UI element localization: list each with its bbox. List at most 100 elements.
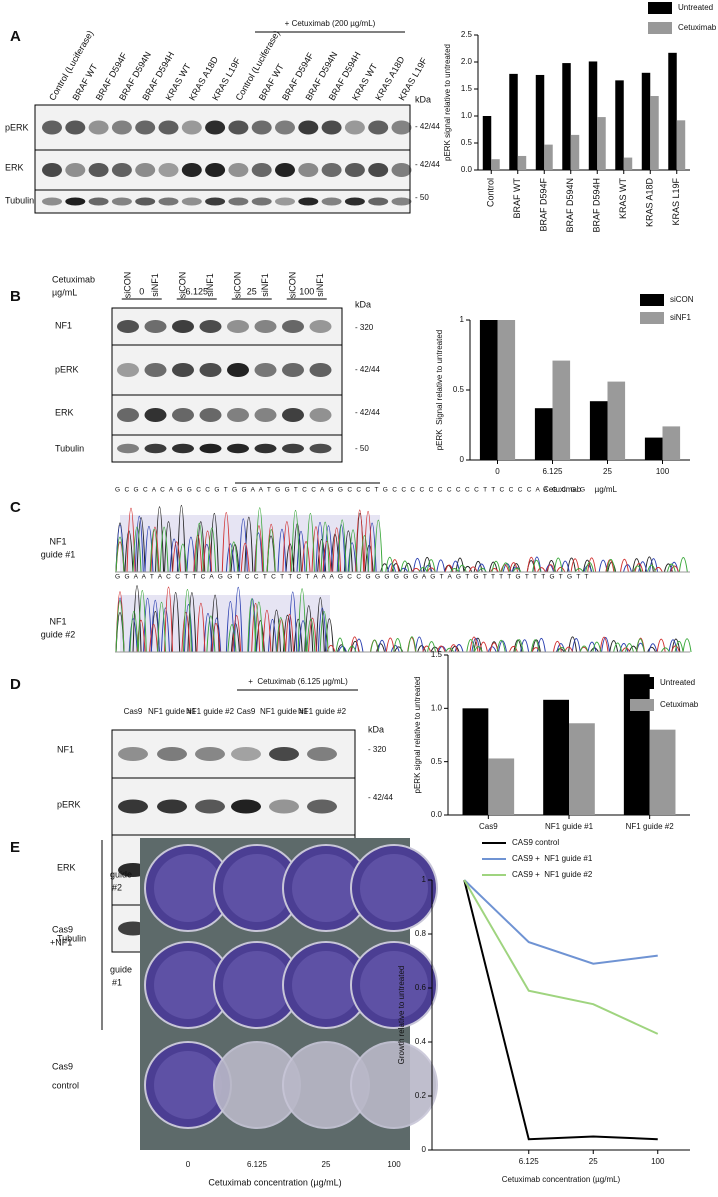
bar	[534, 408, 553, 460]
blot-band	[269, 747, 299, 761]
kda-title: kDa	[355, 299, 371, 309]
row-label: ERK	[55, 407, 74, 417]
kda-marker: - 50	[355, 444, 369, 453]
y-axis-label: Growth relative to untreated	[397, 966, 406, 1065]
bar	[589, 401, 608, 460]
bar	[607, 381, 626, 460]
bar	[570, 134, 580, 170]
y-tick-label: 1.0	[461, 111, 473, 120]
row-label: pERK	[5, 122, 29, 132]
line-series	[463, 879, 659, 1035]
blot-band	[118, 799, 148, 814]
blot-band	[118, 747, 148, 761]
blot-band	[135, 120, 156, 135]
legend-swatch	[630, 699, 654, 711]
blot-band	[157, 799, 187, 814]
x-tick-label: NF1 guide #1	[545, 822, 594, 831]
bar	[517, 155, 527, 170]
bar	[552, 360, 571, 460]
kda-marker: - 42/44	[415, 160, 440, 169]
bar	[509, 73, 518, 170]
bar	[641, 72, 651, 170]
blot-band	[111, 163, 132, 177]
y-tick-label: 1.5	[461, 84, 473, 93]
kda-marker: - 50	[415, 193, 429, 202]
panel-label: C	[10, 499, 21, 516]
y-tick-label: 2.5	[461, 30, 473, 39]
treatment-label: Cetuximab	[52, 274, 95, 284]
y-tick-label: 0.5	[431, 757, 443, 766]
bar	[623, 674, 650, 815]
blot-band	[282, 363, 304, 377]
lane-label: Cas9	[237, 707, 256, 716]
kda-marker: - 320	[368, 745, 387, 754]
well-inner	[154, 951, 222, 1019]
treatment-label: + Cetuximab (6.125 µg/mL)	[248, 677, 348, 686]
y-tick-label: 0.0	[461, 165, 473, 174]
lane-label: siNF1	[205, 273, 215, 297]
blot-band	[181, 163, 202, 177]
blot-band	[88, 197, 109, 206]
blot-band	[344, 197, 365, 206]
kda-marker: - 320	[355, 323, 374, 332]
blot-band	[298, 163, 319, 177]
row-label: Tubulin	[57, 933, 86, 943]
blot-band	[65, 120, 86, 135]
lane-label: siCON	[232, 272, 242, 299]
blot-band	[275, 197, 295, 206]
chromatogram-trace	[115, 586, 678, 653]
y-tick-label: 1.0	[431, 703, 443, 712]
lane-label: siNF1	[260, 273, 270, 297]
kda-title: kDa	[368, 724, 384, 734]
chromatogram-trace	[115, 507, 688, 573]
blot-band	[199, 443, 222, 454]
blot-band	[228, 197, 249, 206]
row-label: pERK	[55, 364, 79, 374]
blot-band	[181, 197, 202, 206]
blot-band	[251, 163, 272, 177]
row-label: pERK	[57, 799, 81, 809]
bar	[543, 699, 569, 815]
blot-band	[344, 163, 365, 177]
bar	[569, 723, 595, 815]
bar	[479, 320, 498, 460]
blot-band	[391, 120, 412, 135]
x-tick-label: NF1 guide #2	[626, 822, 675, 831]
y-axis-label: pERK signal relative to untreated	[443, 44, 452, 161]
plate-group-label: +NF1	[50, 937, 72, 947]
lane-label: Cas9	[124, 707, 143, 716]
row-label: ERK	[5, 162, 24, 172]
blot-band	[298, 197, 319, 206]
x-tick-label: 6.125	[519, 1157, 540, 1166]
x-tick-label: BRAF D594H	[592, 178, 602, 233]
blot-band	[144, 363, 167, 377]
blot-band	[251, 120, 272, 135]
blot-band	[254, 408, 277, 422]
blot-band	[199, 408, 222, 422]
lane-label: NF1 guide #2	[298, 707, 347, 716]
dose-label: 100	[299, 286, 314, 296]
dose-label: 6.125	[185, 286, 208, 296]
legend-label: CAS9 + NF1 guide #2	[512, 870, 593, 879]
legend-label: CAS9 + NF1 guide #1	[512, 854, 593, 863]
blot-band	[199, 363, 222, 377]
blot-band	[228, 163, 249, 177]
bar	[649, 729, 676, 815]
blot-band	[117, 320, 139, 333]
blot-band	[227, 320, 249, 333]
blot-band	[254, 320, 277, 333]
lane-label: NF1 guide #1	[148, 707, 197, 716]
y-tick-label: 0.8	[415, 929, 427, 938]
lane-label: siCON	[122, 272, 132, 299]
bar	[588, 61, 598, 170]
blot-band	[111, 197, 132, 206]
treatment-label: + Cetuximab (200 µg/mL)	[285, 19, 376, 28]
plate-xlabel: Cetuximab concentration (µg/mL)	[208, 1177, 341, 1187]
blot-band	[205, 163, 226, 177]
bar	[535, 74, 545, 170]
row-label: NF1	[57, 744, 74, 754]
blot-band	[309, 363, 332, 377]
x-tick-label: Cas9	[479, 822, 498, 831]
y-tick-label: 0.0	[431, 810, 443, 819]
well-inner	[360, 951, 428, 1019]
